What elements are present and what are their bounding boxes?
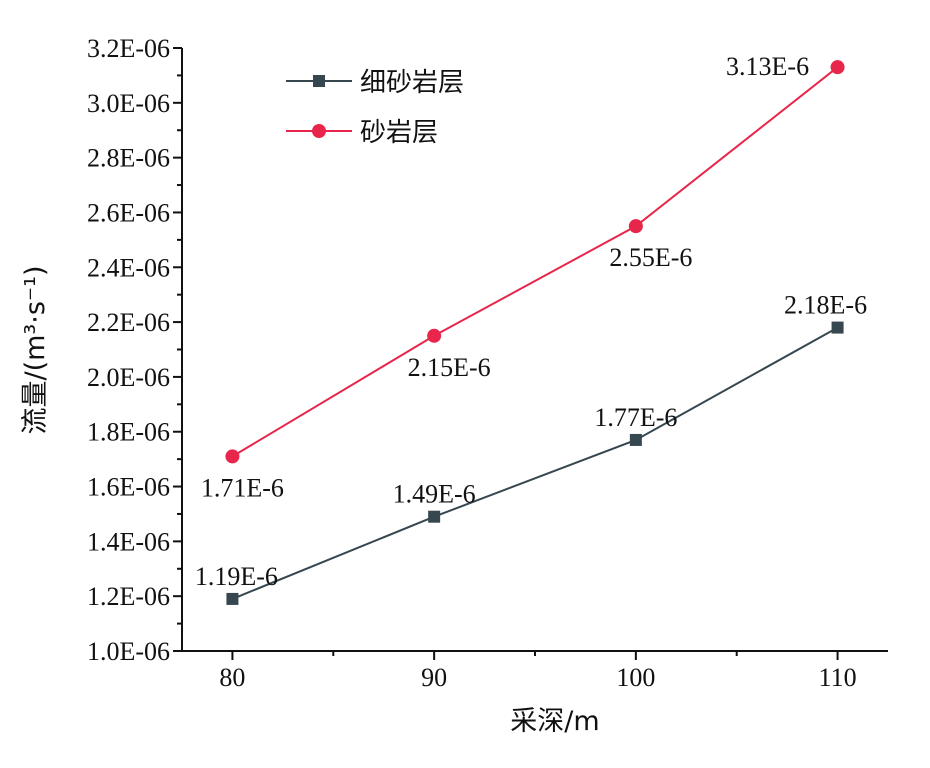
x-tick-label: 110 xyxy=(819,663,857,692)
y-tick-label: 3.0E-06 xyxy=(87,89,170,118)
data-point xyxy=(628,219,643,234)
y-tick-label: 1.0E-06 xyxy=(87,637,170,666)
data-label: 2.15E-6 xyxy=(408,353,491,382)
y-tick-label: 2.0E-06 xyxy=(87,363,170,392)
legend-label: 细砂岩层 xyxy=(360,68,464,98)
x-axis-title: 采深/m xyxy=(510,706,599,737)
series-layer xyxy=(225,60,845,605)
y-tick-label: 1.2E-06 xyxy=(87,582,170,611)
y-tick-label: 2.6E-06 xyxy=(87,198,170,227)
data-label: 2.18E-6 xyxy=(784,291,867,320)
data-point xyxy=(831,321,844,334)
y-tick-label: 2.2E-06 xyxy=(87,308,170,337)
data-point xyxy=(629,433,642,446)
y-tick-label: 1.8E-06 xyxy=(87,418,170,447)
data-label: 3.13E-6 xyxy=(726,52,809,81)
data-point xyxy=(427,328,442,343)
x-tick-label: 100 xyxy=(616,663,655,692)
series-line xyxy=(231,66,839,458)
series-line xyxy=(232,326,839,600)
x-tick-label: 80 xyxy=(219,663,245,692)
axes: 1.0E-06 1.2E-06 1.4E-06 1.6E-06 1.8E-06 2.0E-… xyxy=(87,34,888,692)
data-label: 1.49E-6 xyxy=(393,480,476,509)
data-label: 1.71E-6 xyxy=(201,473,284,502)
data-point xyxy=(225,449,240,464)
x-tick-label: 90 xyxy=(421,663,447,692)
legend-marker xyxy=(313,75,325,87)
data-point xyxy=(830,60,845,75)
data-label: 2.55E-6 xyxy=(609,243,692,272)
data-point xyxy=(226,592,239,605)
legend-marker xyxy=(312,124,326,138)
y-tick-label: 2.4E-06 xyxy=(87,253,170,282)
y-tick-label: 2.8E-06 xyxy=(87,144,170,173)
y-tick-label: 3.2E-06 xyxy=(87,34,170,63)
y-tick-label: 1.6E-06 xyxy=(87,473,170,502)
data-labels: 1.19E-6 1.49E-6 1.77E-6 2.18E-6 1.71E-6 2.15E… xyxy=(195,52,867,591)
y-axis-title: 流量/(m³·s⁻¹) xyxy=(20,265,51,434)
legend-label: 砂岩层 xyxy=(360,118,438,148)
data-point xyxy=(428,510,441,523)
data-label: 1.77E-6 xyxy=(594,403,677,432)
data-label: 1.19E-6 xyxy=(195,562,278,591)
y-tick-label: 1.4E-06 xyxy=(87,527,170,556)
